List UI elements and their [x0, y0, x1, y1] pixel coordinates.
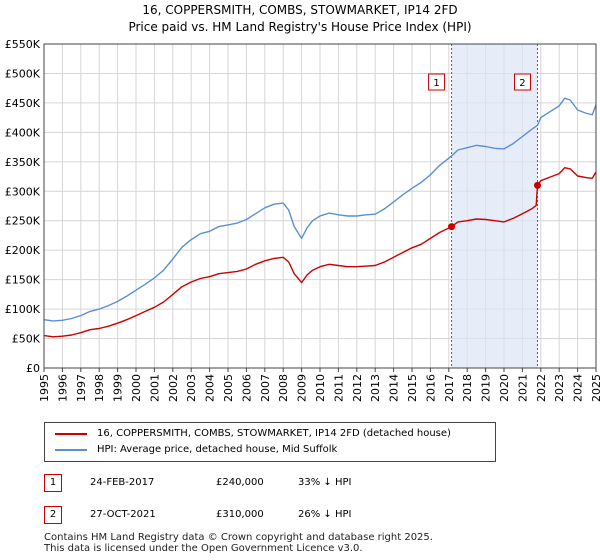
- x-tick-label: 2005: [222, 374, 235, 402]
- hpi-line: [43, 97, 597, 322]
- footer-license: This data is licensed under the Open Gov…: [44, 543, 363, 554]
- sale-hpi-diff: 26% ↓ HPI: [298, 509, 352, 520]
- sale-label: 2: [519, 78, 525, 89]
- x-tick-label: 2020: [498, 374, 511, 402]
- x-tick-label: 2009: [296, 374, 309, 402]
- x-tick-label: 2022: [535, 374, 548, 402]
- x-tick-label: 2011: [332, 374, 345, 402]
- x-tick-label: 2007: [259, 374, 272, 402]
- x-tick-label: 2006: [240, 374, 253, 402]
- x-tick-label: 2013: [369, 374, 382, 402]
- x-tick-label: 2003: [185, 374, 198, 402]
- sale-price: £240,000: [216, 477, 264, 488]
- sale-date: 24-FEB-2017: [90, 477, 155, 488]
- y-tick-label: £200K: [5, 244, 41, 257]
- sale-point: [448, 223, 456, 231]
- y-tick-label: £450K: [5, 97, 41, 110]
- y-tick-label: £50K: [12, 333, 41, 346]
- sale-label-box: [513, 73, 531, 91]
- y-tick-label: £300K: [5, 185, 41, 198]
- plot-border: [43, 43, 597, 369]
- legend: 16, COPPERSMITH, COMBS, STOWMARKET, IP14…: [44, 422, 496, 462]
- chart-subtitle: Price paid vs. HM Land Registry's House …: [128, 20, 472, 34]
- y-tick-label: £100K: [5, 303, 41, 316]
- y-tick-label: £250K: [5, 215, 41, 228]
- x-tick-label: 2025: [590, 374, 600, 402]
- sale-hpi-diff: 33% ↓ HPI: [298, 477, 352, 488]
- legend-swatch-hpi: [55, 449, 87, 451]
- sale-badge: 2: [44, 506, 62, 524]
- x-tick-label: 1995: [38, 374, 51, 402]
- x-tick-label: 2002: [167, 374, 180, 402]
- x-tick-label: 2018: [461, 374, 474, 402]
- x-tick-label: 1997: [75, 374, 88, 402]
- y-tick-label: £350K: [5, 156, 41, 169]
- x-tick-label: 2016: [424, 374, 437, 402]
- legend-label-property: 16, COPPERSMITH, COMBS, STOWMARKET, IP14…: [97, 428, 451, 439]
- x-tick-label: 2023: [553, 374, 566, 402]
- y-tick-label: £400K: [5, 126, 41, 139]
- sale-point: [533, 181, 541, 189]
- x-tick-label: 2014: [388, 374, 401, 402]
- x-tick-label: 1999: [112, 374, 125, 402]
- x-tick-label: 2004: [204, 374, 217, 402]
- footer-copyright: Contains HM Land Registry data © Crown c…: [44, 532, 433, 543]
- sale-price: £310,000: [216, 509, 264, 520]
- x-tick-label: 1998: [93, 374, 106, 402]
- y-tick-label: £150K: [5, 274, 41, 287]
- x-tick-label: 2019: [480, 374, 493, 402]
- y-tick-label: £550K: [5, 38, 41, 51]
- chart-title: 16, COPPERSMITH, COMBS, STOWMARKET, IP14…: [142, 3, 458, 17]
- footer: Contains HM Land Registry data © Crown c…: [44, 532, 584, 554]
- y-tick-label: £0: [26, 362, 40, 375]
- legend-swatch-property: [55, 433, 87, 435]
- x-tick-label: 1996: [56, 374, 69, 402]
- x-tick-label: 2008: [277, 374, 290, 402]
- price-chart: 1 2 £0 £50K £100K £150K £200K £250K £300K £350K £…: [5, 38, 600, 402]
- x-tick-label: 2024: [572, 374, 585, 402]
- sale-label: 1: [433, 78, 439, 89]
- x-tick-label: 2021: [516, 374, 529, 402]
- x-tick-label: 2017: [443, 374, 456, 402]
- x-tick-label: 2010: [314, 374, 327, 402]
- property-price-line: [43, 166, 597, 338]
- x-tick-label: 2012: [351, 374, 364, 402]
- legend-label-hpi: HPI: Average price, detached house, Mid …: [97, 444, 338, 455]
- y-tick-label: £500K: [5, 67, 41, 80]
- sale-label-box: [428, 73, 446, 91]
- x-tick-label: 2000: [130, 374, 143, 402]
- sale-badge: 1: [44, 474, 62, 492]
- sale-date: 27-OCT-2021: [90, 509, 156, 520]
- sale-period-highlight: [451, 44, 538, 368]
- x-tick-label: 2001: [148, 374, 161, 402]
- x-tick-label: 2015: [406, 374, 419, 402]
